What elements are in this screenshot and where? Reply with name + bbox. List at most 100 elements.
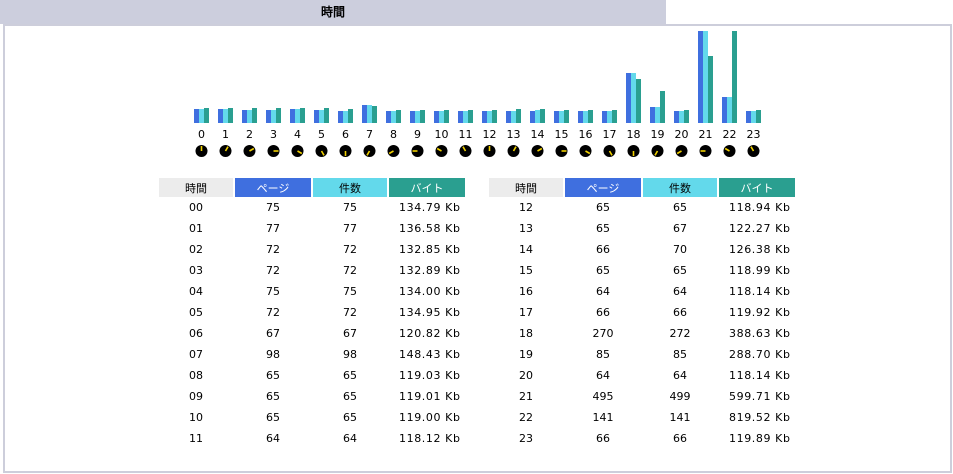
bar-pages <box>218 109 223 123</box>
cell-hour: 20 <box>519 369 533 382</box>
cell-pages: 65 <box>266 390 280 403</box>
cell-bytes: 288.70 Kb <box>729 348 791 361</box>
cell-pages: 65 <box>266 369 280 382</box>
cell-hour: 11 <box>189 432 203 445</box>
x-tick-label: 6 <box>342 128 349 141</box>
cell-hits: 64 <box>673 369 687 382</box>
cell-pages: 75 <box>266 285 280 298</box>
bar-pages <box>386 111 391 123</box>
cell-bytes: 119.03 Kb <box>399 369 461 382</box>
bar-bytes <box>636 79 641 123</box>
x-tick-label: 11 <box>459 128 473 141</box>
bar-hits <box>199 109 204 123</box>
cell-hour: 07 <box>189 348 203 361</box>
bar-bytes <box>300 108 305 123</box>
bar-hits <box>343 111 348 123</box>
bar-pages <box>362 105 367 123</box>
bar-bytes <box>516 109 521 123</box>
bar-hits <box>631 73 636 123</box>
cell-pages: 65 <box>596 201 610 214</box>
bar-bytes <box>588 110 593 123</box>
bar-hits <box>727 97 732 123</box>
cell-bytes: 134.00 Kb <box>399 285 461 298</box>
cell-bytes: 119.89 Kb <box>729 432 791 445</box>
bar-bytes <box>420 110 425 123</box>
bar-hits <box>439 111 444 123</box>
bar-bytes <box>468 110 473 123</box>
cell-pages: 98 <box>266 348 280 361</box>
cell-hour: 01 <box>189 222 203 235</box>
cell-hour: 17 <box>519 306 533 319</box>
x-tick-label: 13 <box>507 128 521 141</box>
cell-pages: 270 <box>592 327 614 340</box>
bar-hits <box>391 111 396 123</box>
section-title: 時間 <box>0 0 666 24</box>
table-row: 02 72 72 132.85 Kb <box>159 239 465 260</box>
bar-hits <box>463 111 468 123</box>
header-hour: 時間 <box>159 178 233 197</box>
bar-pages <box>458 111 463 123</box>
clock-icon <box>555 145 568 157</box>
bar-pages <box>482 111 487 123</box>
cell-bytes: 118.94 Kb <box>729 201 791 214</box>
bar-bytes <box>540 109 545 123</box>
cell-hour: 08 <box>189 369 203 382</box>
cell-hour: 19 <box>519 348 533 361</box>
bar-bytes <box>660 91 665 123</box>
clock-icon <box>267 145 280 157</box>
table-row: 06 67 67 120.82 Kb <box>159 323 465 344</box>
cell-bytes: 119.92 Kb <box>729 306 791 319</box>
table-row: 05 72 72 134.95 Kb <box>159 302 465 323</box>
cell-bytes: 148.43 Kb <box>399 348 461 361</box>
bar-hits <box>559 111 564 123</box>
x-tick-label: 21 <box>699 128 713 141</box>
x-tick-label: 22 <box>723 128 737 141</box>
header-hits: 件数 <box>313 178 387 197</box>
hourly-bar-chart: 0 1 2 3 4 5 6 7 8 9 10 11 12 13 14 15 16 17 18 19 20 21 22 23 <box>194 31 761 157</box>
table-header-row: 時間 ページ 件数 バイト <box>159 178 465 197</box>
x-tick-label: 14 <box>531 128 545 141</box>
bar-pages <box>410 111 415 123</box>
cell-hour: 09 <box>189 390 203 403</box>
cell-hour: 00 <box>189 201 203 214</box>
table-row: 20 64 64 118.14 Kb <box>489 365 795 386</box>
bar-pages <box>722 97 727 123</box>
x-tick-label: 2 <box>246 128 253 141</box>
bar-bytes <box>396 110 401 123</box>
clock-icon <box>675 145 688 157</box>
bar-hits <box>415 111 420 123</box>
cell-hits: 67 <box>343 327 357 340</box>
bar-bytes <box>324 108 329 123</box>
x-tick-label: 16 <box>579 128 593 141</box>
clock-icon <box>459 145 472 157</box>
bar-bytes <box>564 110 569 123</box>
bar-bytes <box>612 110 617 123</box>
bar-pages <box>602 111 607 123</box>
clock-icon <box>699 145 712 157</box>
clock-icon <box>219 145 232 157</box>
header-hour: 時間 <box>489 178 563 197</box>
bar-pages <box>650 107 655 123</box>
x-tick-label: 20 <box>675 128 689 141</box>
bar-pages <box>194 109 199 123</box>
clock-icon <box>531 145 544 157</box>
table-header-row: 時間 ページ 件数 バイト <box>489 178 795 197</box>
x-tick-label: 0 <box>198 128 205 141</box>
bar-pages <box>266 110 271 123</box>
clock-icon <box>195 145 208 157</box>
bar-bytes <box>372 106 377 123</box>
bar-hits <box>247 110 252 123</box>
cell-bytes: 119.01 Kb <box>399 390 461 403</box>
clock-icon <box>363 145 376 157</box>
table-row: 14 66 70 126.38 Kb <box>489 239 795 260</box>
cell-hour: 05 <box>189 306 203 319</box>
cell-hour: 12 <box>519 201 533 214</box>
bar-bytes <box>708 56 713 123</box>
hourly-table-left: 時間 ページ 件数 バイト 00 75 75 134.79 Kb 01 77 77 136.5… <box>157 178 467 449</box>
bar-bytes <box>756 110 761 123</box>
cell-hits: 272 <box>669 327 691 340</box>
cell-pages: 72 <box>266 243 280 256</box>
cell-pages: 66 <box>596 306 610 319</box>
cell-pages: 65 <box>596 222 610 235</box>
cell-bytes: 118.14 Kb <box>729 369 791 382</box>
